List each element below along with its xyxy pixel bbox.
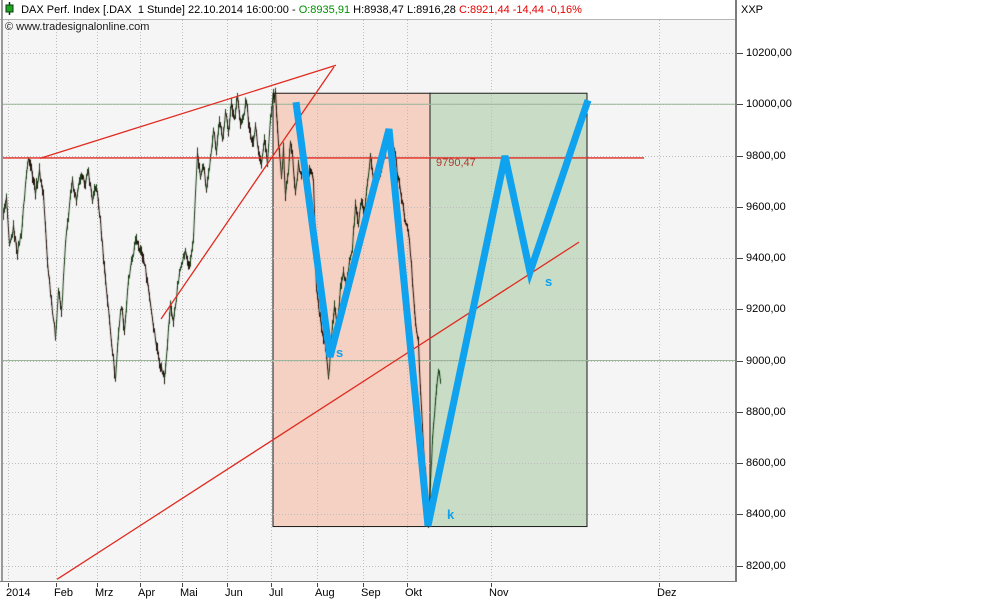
- time-axis[interactable]: 2014 Feb Mrz Apr Mai Jun Jul Aug Sep Okt Nov Dez: [0, 582, 737, 600]
- time-axis-tick: [227, 583, 228, 587]
- time-axis-label: Aug: [315, 587, 335, 599]
- time-axis-label: Mrz: [95, 587, 114, 599]
- price-axis-label: 9600,00: [746, 201, 786, 213]
- chart-plot-area[interactable]: © www.tradesignalonline.com 9790,47 DAX …: [0, 0, 737, 583]
- price-axis-tick: [737, 207, 743, 208]
- candlestick-icon: [5, 2, 14, 15]
- panel-code-label: XXP: [741, 4, 764, 16]
- time-axis-tick: [97, 583, 98, 587]
- time-axis-label: Mai: [180, 587, 198, 599]
- chart-annotation-layer: [3, 64, 644, 580]
- time-axis-tick: [182, 583, 183, 587]
- price-axis-label: 8400,00: [746, 508, 786, 520]
- wedge-lower-trendline[interactable]: [160, 66, 335, 320]
- time-axis-label: Feb: [54, 587, 73, 599]
- time-axis-tick: [317, 583, 318, 587]
- price-axis-tick: [737, 258, 743, 259]
- price-axis-label: 10000,00: [746, 98, 792, 110]
- price-series-canvas: [0, 0, 736, 582]
- projection-wave-label-2: k: [447, 507, 455, 522]
- low-value: L:8916,28: [403, 4, 456, 16]
- time-axis-tick: [659, 583, 660, 587]
- time-axis-label: Jun: [225, 587, 243, 599]
- price-axis-label: 9400,00: [746, 252, 786, 264]
- time-axis-label: Nov: [489, 587, 509, 599]
- time-axis-tick: [140, 583, 141, 587]
- long-support-trendline[interactable]: [56, 241, 580, 580]
- price-axis-label: 8800,00: [746, 406, 786, 418]
- time-axis-label: Dez: [657, 587, 677, 599]
- close-change-value: C:8921,44 -14,44 -0,16%: [455, 4, 582, 16]
- price-axis-tick: [737, 53, 743, 54]
- open-value: O:8935,91: [298, 4, 351, 16]
- wedge-upper-trendline[interactable]: [39, 64, 337, 159]
- time-axis-tick: [271, 583, 272, 587]
- time-axis-label: Apr: [138, 587, 156, 599]
- time-axis-label: Okt: [405, 587, 423, 599]
- price-axis-tick: [737, 156, 743, 157]
- price-axis-tick: [737, 412, 743, 413]
- projection-zigzag-line[interactable]: [292, 99, 592, 527]
- time-axis-label: Sep: [361, 587, 381, 599]
- time-axis-label: 2014: [6, 587, 31, 599]
- projection-wave-label-1: s: [336, 345, 344, 360]
- high-value: H:8938,47: [350, 4, 404, 16]
- price-axis-tick: [737, 566, 743, 567]
- time-axis-tick: [363, 583, 364, 587]
- price-axis-tick: [737, 309, 743, 310]
- time-axis-tick: [8, 583, 9, 587]
- price-axis[interactable]: XXP 10200,00 10000,00 9800,00 9600,00 9400,0…: [737, 0, 986, 600]
- watermark-copyright: © www.tradesignalonline.com: [5, 21, 150, 33]
- price-axis-tick: [737, 514, 743, 515]
- time-axis-tick: [407, 583, 408, 587]
- price-axis-tick: [737, 361, 743, 362]
- price-axis-tick: [737, 463, 743, 464]
- price-axis-label: 10200,00: [746, 47, 792, 59]
- plot-right-border: [735, 0, 737, 582]
- price-axis-label: 9800,00: [746, 150, 786, 162]
- instrument-title: DAX Perf. Index [.DAX 1 Stunde] 22.10.20…: [21, 4, 299, 16]
- time-axis-tick: [491, 583, 492, 587]
- projection-wave-label-3: s: [545, 274, 553, 289]
- price-axis-label: 9200,00: [746, 303, 786, 315]
- plot-left-border: [1, 0, 3, 582]
- price-level-label: 9790,47: [436, 157, 476, 169]
- price-axis-tick: [737, 104, 743, 105]
- time-axis-label: Jul: [269, 587, 284, 599]
- time-axis-tick: [56, 583, 57, 587]
- price-axis-label: 8600,00: [746, 457, 786, 469]
- price-axis-label: 8200,00: [746, 560, 786, 572]
- instrument-header: DAX Perf. Index [.DAX 1 Stunde] 22.10.20…: [0, 0, 736, 20]
- price-axis-label: 9000,00: [746, 355, 786, 367]
